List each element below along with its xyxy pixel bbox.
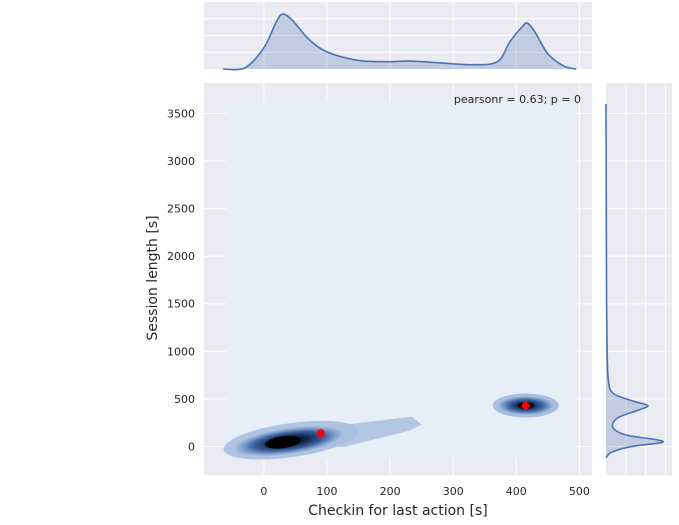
y-tick-label: 3000	[167, 155, 195, 168]
x-marginal-density-fill	[222, 14, 577, 70]
x-tick-label: 400	[506, 485, 527, 498]
y-tick-label: 3500	[167, 107, 195, 120]
pearsonr-annotation: pearsonr = 0.63; p = 0	[454, 93, 581, 106]
highlight-point	[521, 401, 530, 410]
x-axis-label: Checkin for last action [s]	[308, 503, 487, 519]
y-marginal-density-fill	[606, 103, 664, 458]
x-tick-label: 100	[317, 485, 338, 498]
x-tick-label: 0	[260, 485, 267, 498]
kde-cluster-core	[265, 435, 301, 449]
y-tick-label: 1000	[167, 345, 195, 358]
y-marginal-density-line	[605, 103, 664, 459]
y-tick-label: 0	[188, 440, 195, 453]
x-tick-label: 300	[443, 485, 464, 498]
y-tick-label: 1500	[167, 298, 195, 311]
y-tick-label: 500	[174, 393, 195, 406]
y-tick-label: 2000	[167, 250, 195, 263]
y-tick-label: 2500	[167, 203, 195, 216]
x-marginal-density-line	[222, 13, 577, 71]
x-tick-label: 200	[380, 485, 401, 498]
x-tick-label: 500	[569, 485, 590, 498]
y-axis-label: Session length [s]	[145, 215, 161, 340]
highlight-point	[316, 429, 325, 438]
